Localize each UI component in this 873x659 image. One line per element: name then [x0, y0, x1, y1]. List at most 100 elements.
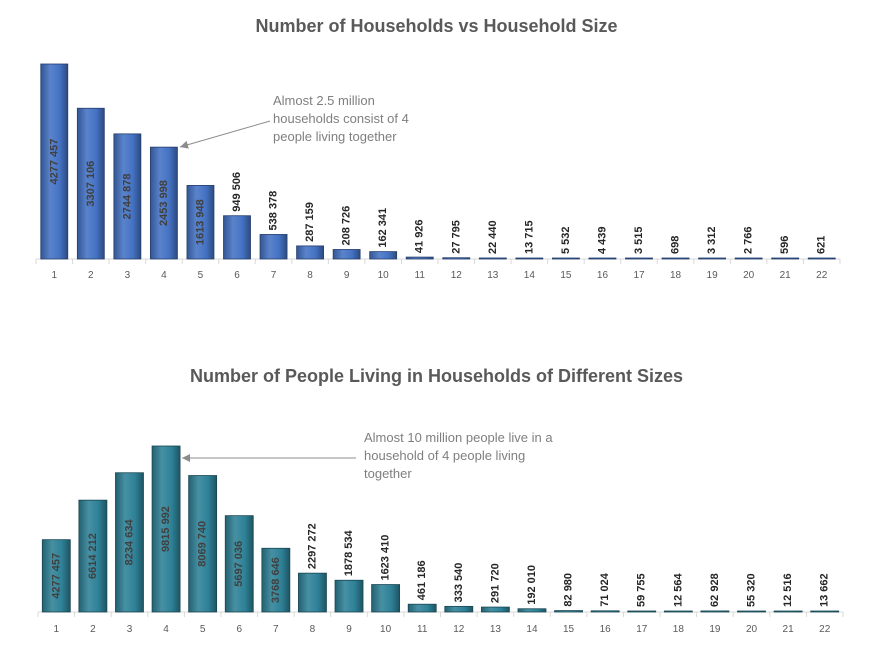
data-label: 291 720 — [489, 563, 501, 603]
plot-area: 1 4277 457 2 6614 212 3 8234 634 4 9815 992 5 806… — [37, 445, 844, 635]
x-tick-label: 16 — [597, 270, 609, 281]
bar — [700, 610, 730, 613]
data-label: 8069 740 — [197, 521, 209, 567]
data-label: 1878 534 — [343, 529, 355, 576]
x-tick-label: 13 — [487, 270, 499, 281]
bar — [78, 499, 108, 613]
data-label: 9815 992 — [160, 506, 172, 552]
data-label: 2297 272 — [306, 523, 318, 569]
data-label: 208 726 — [341, 206, 353, 246]
x-tick-label: 18 — [670, 270, 682, 281]
bar — [807, 257, 836, 260]
x-tick-label: 1 — [51, 270, 57, 281]
x-tick-label: 7 — [273, 624, 279, 635]
x-tick-label: 18 — [673, 624, 685, 635]
data-label: 12 516 — [782, 573, 794, 607]
data-label: 2 766 — [743, 226, 755, 254]
x-tick-label: 22 — [816, 270, 828, 281]
data-label: 287 159 — [304, 202, 316, 242]
bar — [810, 610, 840, 613]
x-tick-label: 21 — [780, 270, 792, 281]
data-label: 5697 036 — [233, 541, 245, 587]
data-label: 3 515 — [633, 226, 645, 254]
chart-people: Number of People Living in Households of… — [0, 350, 873, 659]
data-label: 5 532 — [560, 226, 572, 254]
data-label: 62 928 — [709, 573, 721, 607]
bar — [480, 606, 510, 613]
bar — [76, 107, 105, 260]
data-label: 82 980 — [563, 573, 575, 607]
data-label: 621 — [816, 236, 828, 254]
bar — [734, 257, 763, 260]
bar — [442, 257, 471, 260]
x-tick-label: 5 — [200, 624, 206, 635]
x-tick-label: 11 — [417, 624, 428, 635]
x-tick-label: 6 — [236, 624, 242, 635]
x-tick-label: 9 — [346, 624, 352, 635]
x-tick-label: 12 — [453, 624, 465, 635]
x-tick-label: 14 — [524, 270, 536, 281]
bar — [627, 610, 657, 613]
data-label: 333 540 — [453, 563, 465, 603]
x-tick-label: 17 — [636, 624, 648, 635]
x-tick-label: 5 — [198, 270, 204, 281]
data-label: 6614 212 — [87, 533, 99, 579]
bar — [478, 257, 507, 260]
data-label: 55 320 — [746, 573, 758, 607]
data-label: 22 440 — [487, 220, 499, 254]
annotation-arrow — [179, 120, 271, 148]
annotation-arrowhead — [182, 454, 190, 462]
x-tick-label: 7 — [271, 270, 277, 281]
bar — [737, 610, 766, 613]
x-tick-label: 17 — [633, 270, 645, 281]
data-label: 41 926 — [414, 219, 426, 253]
bar — [771, 257, 800, 260]
data-label: 12 564 — [672, 572, 684, 607]
bar — [407, 603, 437, 613]
x-tick-label: 8 — [307, 270, 313, 281]
data-label: 461 186 — [416, 560, 428, 600]
x-tick-label: 15 — [560, 270, 572, 281]
x-tick-label: 4 — [163, 624, 169, 635]
data-label: 4 439 — [596, 226, 608, 254]
data-label: 949 506 — [231, 172, 243, 212]
x-tick-label: 1 — [54, 624, 60, 635]
x-tick-label: 6 — [234, 270, 240, 281]
bar — [259, 234, 288, 260]
bar — [369, 251, 398, 260]
bar — [332, 249, 361, 260]
bar — [115, 472, 144, 613]
x-tick-label: 20 — [746, 624, 758, 635]
x-tick-label: 13 — [490, 624, 502, 635]
bar — [41, 539, 71, 613]
bar — [150, 146, 178, 260]
bar — [554, 610, 583, 613]
data-label: 13 662 — [819, 573, 831, 607]
bar — [663, 610, 693, 613]
x-tick-label: 22 — [819, 624, 831, 635]
bar — [113, 133, 142, 260]
annotation-text: Almost 10 million people live in a house… — [364, 430, 553, 481]
bar — [625, 257, 653, 260]
bar — [188, 475, 218, 613]
bar — [296, 245, 324, 260]
bar — [371, 584, 401, 613]
data-label: 3 312 — [706, 226, 718, 254]
data-label: 8234 634 — [123, 519, 135, 566]
x-tick-label: 15 — [563, 624, 575, 635]
data-label: 59 755 — [636, 573, 648, 607]
x-tick-label: 2 — [88, 270, 94, 281]
x-tick-label: 16 — [600, 624, 612, 635]
bar — [151, 445, 181, 613]
bar — [552, 257, 580, 260]
chart-households: Number of Households vs Household Size 1… — [0, 0, 873, 300]
bar — [773, 610, 803, 613]
bar — [405, 256, 434, 260]
x-tick-label: 19 — [707, 270, 719, 281]
bar — [223, 215, 251, 260]
annotation-text: Almost 2.5 million households consist of… — [273, 93, 409, 144]
data-label: 538 378 — [268, 191, 280, 231]
data-label: 3768 646 — [270, 557, 282, 603]
data-label: 1613 948 — [194, 199, 206, 245]
